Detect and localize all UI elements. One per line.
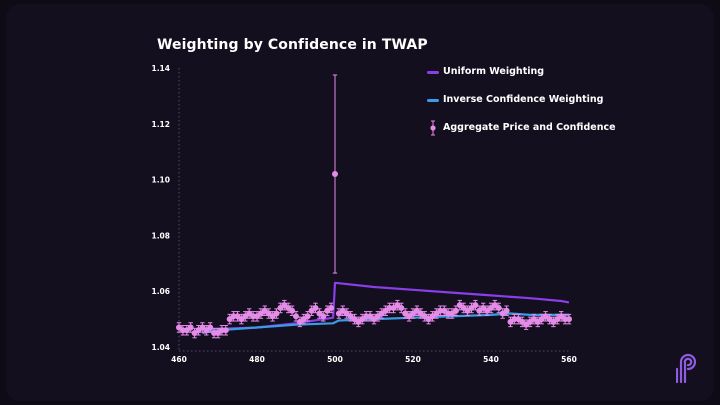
x-tick-label: 460 — [171, 355, 187, 364]
y-tick-label: 1.06 — [151, 287, 170, 296]
y-tick-label: 1.12 — [151, 120, 170, 129]
chart-card — [6, 4, 714, 401]
legend-label-inverse: Inverse Confidence Weighting — [443, 94, 604, 105]
x-tick-label: 560 — [561, 355, 577, 364]
aggregate-price-marker — [328, 304, 335, 311]
aggregate-point — [285, 302, 292, 314]
legend-item-aggregate: Aggregate Price and Confidence — [427, 120, 627, 148]
aggregate-point — [425, 313, 432, 325]
legend-errorbar-icon — [430, 120, 436, 136]
aggregate-point — [452, 305, 459, 316]
aggregate-point — [374, 311, 381, 322]
legend-label-aggregate: Aggregate Price and Confidence — [443, 122, 616, 133]
aggregate-price-marker — [320, 313, 327, 320]
x-tick-label: 540 — [483, 355, 499, 364]
aggregate-price-marker — [503, 307, 510, 314]
aggregate-price-marker — [398, 304, 405, 311]
x-tick-label: 520 — [405, 355, 421, 364]
aggregate-point — [207, 322, 214, 333]
aggregate-point — [503, 305, 510, 316]
aggregate-price-marker — [452, 307, 459, 314]
y-tick-label: 1.14 — [151, 64, 170, 73]
aggregate-errorbars — [176, 74, 572, 339]
aggregate-point — [398, 302, 405, 314]
aggregate-price-marker — [304, 313, 311, 320]
aggregate-point — [328, 302, 335, 314]
aggregate-price-marker — [273, 310, 280, 317]
legend-label-uniform: Uniform Weighting — [443, 66, 545, 77]
aggregate-price-marker — [207, 324, 214, 331]
aggregate-point — [332, 74, 338, 274]
x-axis-ticks: 460 480 500 520 540 560 — [171, 355, 577, 364]
y-tick-label: 1.08 — [151, 231, 170, 240]
aggregate-point — [476, 305, 483, 316]
aggregate-price-marker — [289, 307, 296, 314]
aggregate-price-marker — [187, 324, 194, 331]
aggregate-point — [273, 308, 280, 319]
x-tick-label: 480 — [249, 355, 265, 364]
aggregate-price-marker — [566, 316, 572, 323]
y-tick-label: 1.04 — [151, 343, 170, 352]
aggregate-point — [293, 311, 299, 322]
aggregate-point — [566, 313, 572, 325]
aggregate-price-marker — [222, 327, 229, 334]
y-axis-ticks: 1.04 1.06 1.08 1.10 1.12 1.14 — [151, 64, 170, 352]
aggregate-point — [222, 325, 229, 336]
y-tick-label: 1.10 — [151, 176, 170, 185]
legend-swatch-uniform — [427, 71, 439, 74]
pyth-logo-icon — [676, 353, 697, 384]
aggregate-point — [203, 325, 210, 336]
aggregate-point — [304, 311, 311, 322]
chart-title: Weighting by Confidence in TWAP — [157, 37, 428, 53]
aggregate-price-marker — [332, 171, 338, 178]
aggregate-price-marker — [495, 304, 502, 311]
aggregate-point — [335, 308, 342, 319]
aggregate-point — [484, 305, 491, 316]
legend-swatch-inverse — [427, 99, 439, 102]
legend-item-uniform: Uniform Weighting — [427, 64, 627, 92]
aggregate-price-marker — [312, 304, 319, 311]
aggregate-price-marker — [472, 302, 479, 309]
x-tick-label: 500 — [327, 355, 343, 364]
guide-lines — [178, 68, 569, 352]
aggregate-price-marker — [293, 313, 299, 320]
legend: Uniform Weighting Inverse Confidence Wei… — [427, 64, 627, 148]
legend-item-inverse: Inverse Confidence Weighting — [427, 92, 627, 120]
aggregate-point — [324, 305, 331, 316]
